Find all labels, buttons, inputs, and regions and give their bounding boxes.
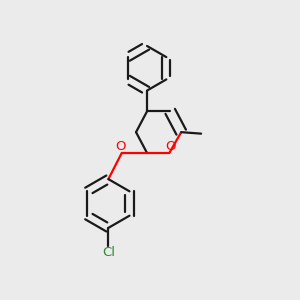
Text: O: O xyxy=(166,140,176,153)
Text: O: O xyxy=(115,140,126,153)
Text: Cl: Cl xyxy=(102,246,115,259)
